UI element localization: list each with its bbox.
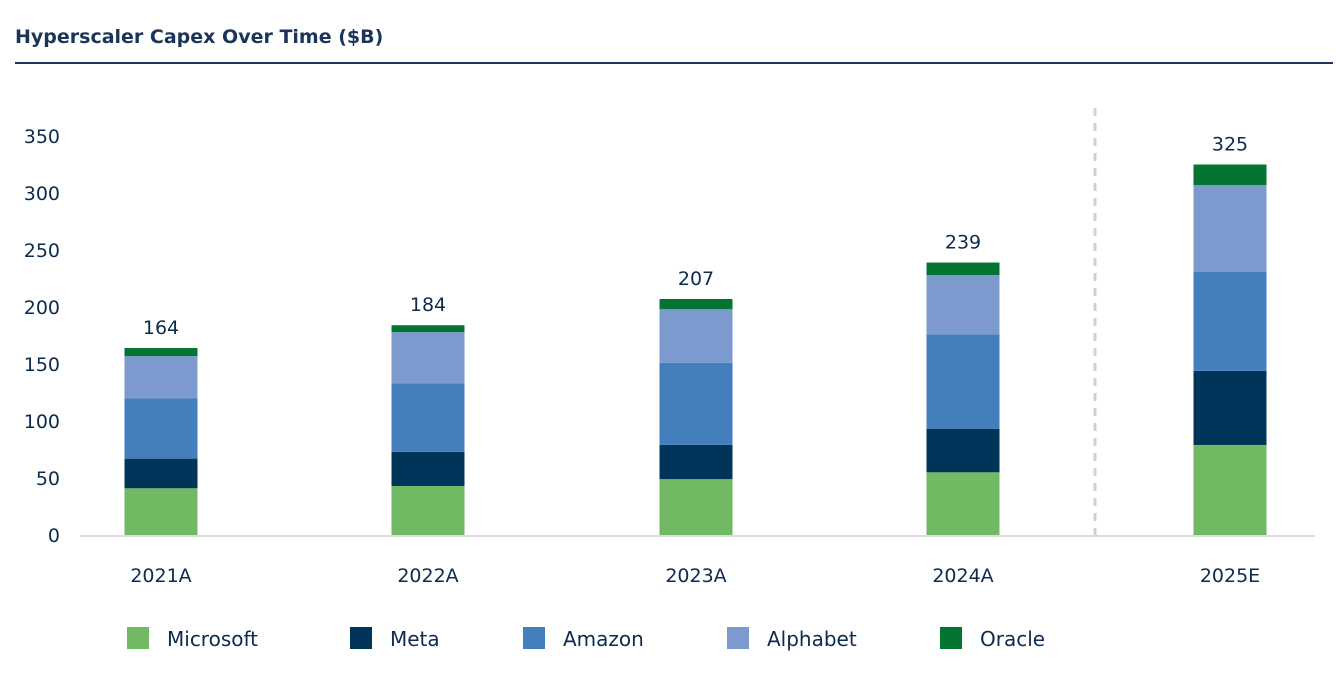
bar-segment-alphabet — [659, 309, 733, 363]
bar-segment-amazon — [659, 362, 733, 445]
bar-segment-oracle — [659, 299, 733, 310]
bar-segment-amazon — [926, 334, 1000, 429]
chart-title: Hyperscaler Capex Over Time ($B) — [15, 26, 384, 48]
legend-swatch-meta — [350, 627, 372, 649]
bar-segment-oracle — [124, 348, 198, 357]
bar-segment-oracle — [391, 325, 465, 333]
total-label: 325 — [1212, 134, 1248, 156]
total-label: 207 — [678, 268, 714, 290]
y-tick-label: 150 — [24, 354, 60, 376]
x-tick-label: 2022A — [397, 565, 458, 587]
bar-segment-oracle — [926, 262, 1000, 276]
bar-segment-alphabet — [124, 356, 198, 399]
legend-swatch-amazon — [523, 627, 545, 649]
bar-segment-alphabet — [1193, 185, 1267, 272]
bar-segment-microsoft — [659, 479, 733, 535]
bar-segment-microsoft — [391, 485, 465, 535]
legend-label: Microsoft — [167, 627, 258, 651]
legend-swatch-alphabet — [727, 627, 749, 649]
y-tick-label: 200 — [24, 297, 60, 319]
y-tick-label: 250 — [24, 240, 60, 262]
x-tick-label: 2023A — [665, 565, 726, 587]
title-divider — [15, 62, 1333, 64]
bar-segment-meta — [926, 428, 1000, 473]
bar-segment-oracle — [1193, 164, 1267, 186]
bar-segment-amazon — [124, 398, 198, 459]
bar-segment-amazon — [391, 383, 465, 452]
y-tick-label: 50 — [36, 468, 60, 490]
total-label: 239 — [945, 232, 981, 254]
bar-segment-meta — [391, 451, 465, 486]
legend-swatch-microsoft — [127, 627, 149, 649]
bar-segment-amazon — [1193, 271, 1267, 371]
bar-segment-microsoft — [124, 488, 198, 535]
bar-segment-meta — [659, 444, 733, 480]
bar-segment-microsoft — [926, 472, 1000, 535]
x-tick-label: 2024A — [932, 565, 993, 587]
x-tick-label: 2021A — [130, 565, 191, 587]
total-label: 164 — [143, 317, 179, 339]
legend-label: Amazon — [563, 627, 644, 651]
bar-segment-microsoft — [1193, 444, 1267, 535]
y-tick-label: 0 — [48, 525, 60, 547]
bar-segment-alphabet — [926, 275, 1000, 335]
bar-segment-meta — [124, 458, 198, 489]
legend-label: Meta — [390, 627, 440, 651]
bar-segment-meta — [1193, 370, 1267, 445]
legend-label: Alphabet — [767, 627, 857, 651]
y-tick-label: 300 — [24, 183, 60, 205]
y-tick-label: 100 — [24, 411, 60, 433]
x-tick-label: 2025E — [1200, 565, 1260, 587]
y-tick-label: 350 — [24, 126, 60, 148]
legend-label: Oracle — [980, 627, 1045, 651]
total-label: 184 — [410, 294, 446, 316]
legend-swatch-oracle — [940, 627, 962, 649]
bar-segment-alphabet — [391, 332, 465, 384]
